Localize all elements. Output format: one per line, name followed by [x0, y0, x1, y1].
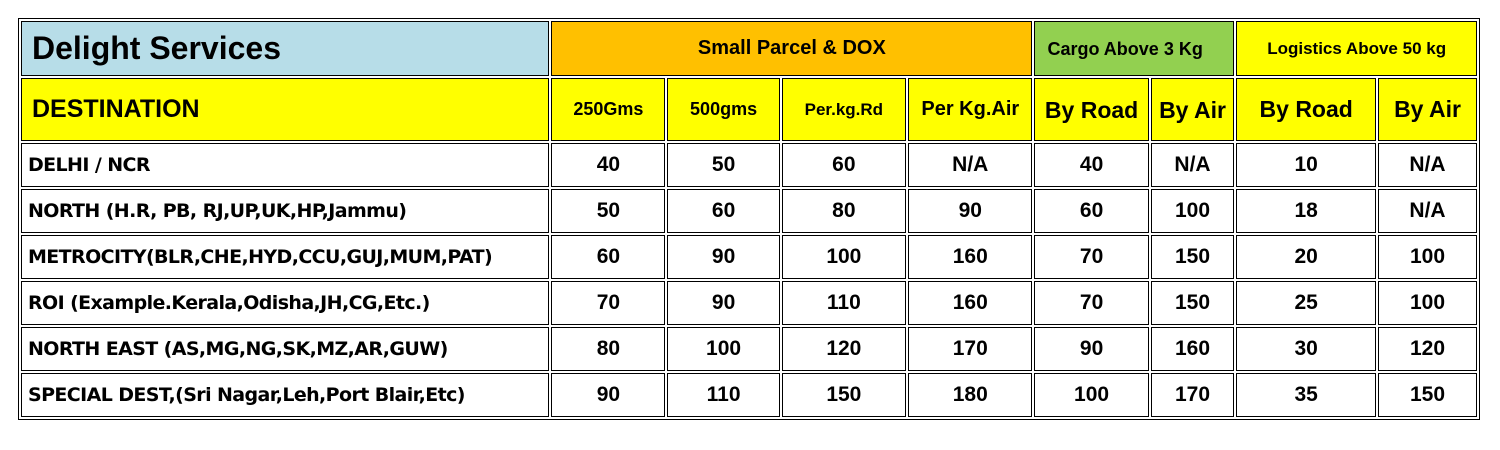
col-logistics-by-road: By Road: [1236, 78, 1377, 141]
group-small-parcel: Small Parcel & DOX: [551, 21, 1033, 76]
rate-cell-per-kg-road: 150: [781, 373, 907, 417]
group-logistics: Logistics Above 50 kg: [1236, 21, 1477, 76]
rate-cell-500gms: 100: [667, 327, 780, 371]
table-row: NORTH EAST (AS,MG,NG,SK,MZ,AR,GUW) 80 100 1…: [21, 327, 1477, 371]
destination-cell: SPECIAL DEST,(Sri Nagar,Leh,Port Blair,E…: [21, 373, 550, 417]
rate-cell-250gms: 70: [551, 281, 666, 325]
rate-cell-cargo-by-road: 70: [1034, 235, 1149, 279]
destination-cell: DELHI / NCR: [21, 143, 550, 187]
rate-cell-per-kg-road: 110: [781, 281, 907, 325]
rate-cell-500gms: 60: [667, 189, 780, 233]
rate-cell-500gms: 90: [667, 281, 780, 325]
destination-cell: ROI (Example.Kerala,Odisha,JH,CG,Etc.): [21, 281, 550, 325]
rate-cell-cargo-by-air: 160: [1150, 327, 1235, 371]
rate-cell-logistics-by-road: 10: [1236, 143, 1377, 187]
rate-cell-per-kg-air: 90: [908, 189, 1033, 233]
rate-cell-cargo-by-air: 150: [1150, 281, 1235, 325]
rate-cell-500gms: 110: [667, 373, 780, 417]
rate-cell-logistics-by-air: 150: [1378, 373, 1477, 417]
rate-cell-cargo-by-road: 90: [1034, 327, 1149, 371]
col-per-kg-air: Per Kg.Air: [908, 78, 1033, 141]
rate-cell-logistics-by-road: 35: [1236, 373, 1377, 417]
rate-cell-per-kg-air: 180: [908, 373, 1033, 417]
col-cargo-by-air: By Air: [1150, 78, 1235, 141]
rate-cell-per-kg-road: 120: [781, 327, 907, 371]
rate-cell-cargo-by-air: N/A: [1150, 143, 1235, 187]
rate-cell-cargo-by-air: 170: [1150, 373, 1235, 417]
rate-cell-cargo-by-air: 100: [1150, 189, 1235, 233]
table-row: NORTH (H.R, PB, RJ,UP,UK,HP,Jammu) 50 60 80…: [21, 189, 1477, 233]
rate-cell-250gms: 60: [551, 235, 666, 279]
rate-cell-cargo-by-road: 70: [1034, 281, 1149, 325]
rate-cell-per-kg-road: 60: [781, 143, 907, 187]
group-header-row: Delight Services Small Parcel & DOX Carg…: [21, 21, 1477, 76]
rate-cell-500gms: 50: [667, 143, 780, 187]
rate-card: Delight Services Small Parcel & DOX Carg…: [18, 18, 1480, 420]
rate-cell-per-kg-air: 160: [908, 281, 1033, 325]
rate-cell-250gms: 50: [551, 189, 666, 233]
rate-cell-500gms: 90: [667, 235, 780, 279]
table-row: SPECIAL DEST,(Sri Nagar,Leh,Port Blair,E…: [21, 373, 1477, 417]
rate-table: Delight Services Small Parcel & DOX Carg…: [18, 18, 1480, 420]
col-cargo-by-road: By Road: [1034, 78, 1149, 141]
rate-cell-per-kg-air: N/A: [908, 143, 1033, 187]
rate-cell-250gms: 90: [551, 373, 666, 417]
table-row: ROI (Example.Kerala,Odisha,JH,CG,Etc.) 70…: [21, 281, 1477, 325]
rate-cell-per-kg-road: 80: [781, 189, 907, 233]
table-row: DELHI / NCR 40 50 60 N/A 40 N/A 10 N/A: [21, 143, 1477, 187]
rate-cell-logistics-by-road: 25: [1236, 281, 1377, 325]
rate-cell-logistics-by-road: 18: [1236, 189, 1377, 233]
rate-cell-cargo-by-road: 100: [1034, 373, 1149, 417]
col-500gms: 500gms: [667, 78, 780, 141]
group-cargo: Cargo Above 3 Kg: [1034, 21, 1235, 76]
rate-cell-cargo-by-air: 150: [1150, 235, 1235, 279]
rate-cell-logistics-by-air: 100: [1378, 281, 1477, 325]
destination-cell: METROCITY(BLR,CHE,HYD,CCU,GUJ,MUM,PAT): [21, 235, 550, 279]
destination-cell: NORTH EAST (AS,MG,NG,SK,MZ,AR,GUW): [21, 327, 550, 371]
rate-cell-250gms: 40: [551, 143, 666, 187]
rate-cell-cargo-by-road: 40: [1034, 143, 1149, 187]
company-name: Delight Services: [21, 21, 550, 76]
destination-header: DESTINATION: [21, 78, 550, 141]
rate-rows: DELHI / NCR 40 50 60 N/A 40 N/A 10 N/A NORTH (H.R…: [21, 143, 1477, 417]
rate-cell-cargo-by-road: 60: [1034, 189, 1149, 233]
col-logistics-by-air: By Air: [1378, 78, 1477, 141]
table-row: METROCITY(BLR,CHE,HYD,CCU,GUJ,MUM,PAT) 60…: [21, 235, 1477, 279]
rate-cell-logistics-by-air: 120: [1378, 327, 1477, 371]
col-250gms: 250Gms: [551, 78, 666, 141]
rate-cell-per-kg-air: 170: [908, 327, 1033, 371]
rate-cell-per-kg-air: 160: [908, 235, 1033, 279]
rate-cell-logistics-by-road: 30: [1236, 327, 1377, 371]
rate-cell-logistics-by-air: 100: [1378, 235, 1477, 279]
rate-cell-per-kg-road: 100: [781, 235, 907, 279]
rate-cell-250gms: 80: [551, 327, 666, 371]
sub-header-row: DESTINATION 250Gms 500gms Per.kg.Rd Per …: [21, 78, 1477, 141]
rate-cell-logistics-by-road: 20: [1236, 235, 1377, 279]
destination-cell: NORTH (H.R, PB, RJ,UP,UK,HP,Jammu): [21, 189, 550, 233]
rate-cell-logistics-by-air: N/A: [1378, 143, 1477, 187]
rate-cell-logistics-by-air: N/A: [1378, 189, 1477, 233]
col-per-kg-road: Per.kg.Rd: [781, 78, 907, 141]
